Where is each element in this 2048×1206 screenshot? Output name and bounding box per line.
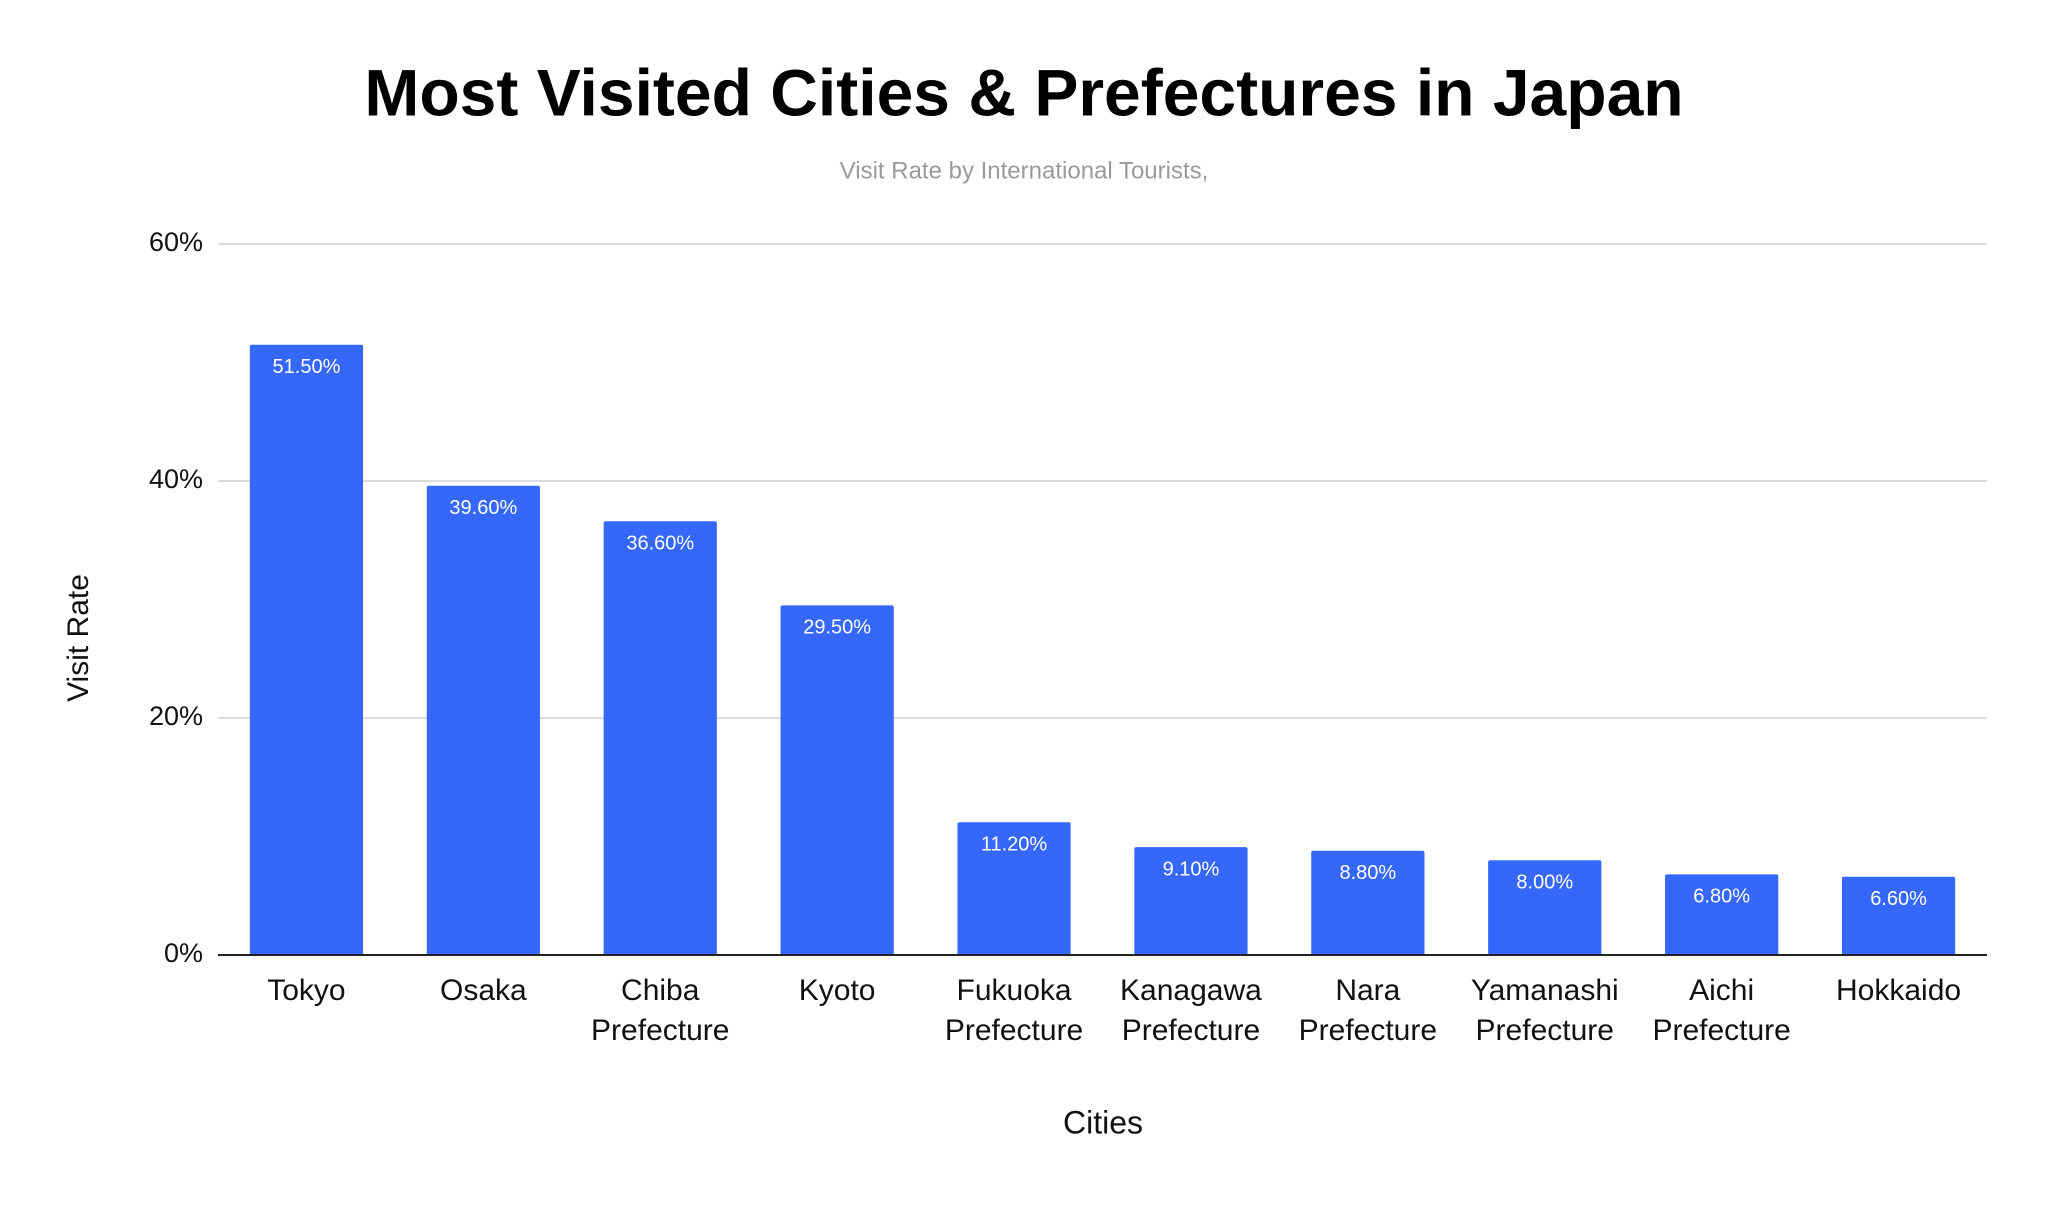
value-label: 8.80% xyxy=(1339,862,1396,884)
chart-subtitle: Visit Rate by International Tourists, xyxy=(840,157,1209,184)
value-label: 39.60% xyxy=(449,497,517,519)
chart-title: Most Visited Cities & Prefectures in Jap… xyxy=(364,55,1683,129)
bar xyxy=(780,605,894,955)
value-label: 11.20% xyxy=(981,834,1048,856)
bar xyxy=(249,344,364,956)
bar xyxy=(603,521,717,955)
bar xyxy=(1134,847,1248,955)
x-axis-title: Cities xyxy=(1063,1104,1143,1140)
y-tick-label: 40% xyxy=(149,464,203,494)
value-label: 36.60% xyxy=(626,533,694,555)
bar xyxy=(1311,850,1425,955)
value-label: 9.10% xyxy=(1163,858,1220,880)
bar xyxy=(957,822,1071,955)
x-tick-label: Fukuoka Prefecture xyxy=(944,974,1084,1047)
x-tick-label: Yamanashi Prefecture xyxy=(1470,974,1619,1047)
value-label: 51.50% xyxy=(273,356,341,378)
value-label: 6.80% xyxy=(1693,886,1750,908)
y-tick-label: 20% xyxy=(149,701,203,731)
bar xyxy=(1665,874,1779,955)
x-tick-label: Osaka xyxy=(439,974,527,1007)
x-tick-label: Aichi Prefecture xyxy=(1652,974,1791,1047)
x-tick-label: Tokyo xyxy=(267,974,346,1007)
x-tick-label: Hokkaido xyxy=(1836,974,1962,1007)
bar xyxy=(1488,860,1602,955)
value-label: 29.50% xyxy=(803,617,871,639)
value-label: 6.60% xyxy=(1870,888,1927,910)
x-tick-label: Kyoto xyxy=(798,974,876,1007)
bar xyxy=(426,485,540,955)
bar xyxy=(1841,876,1956,955)
y-tick-label: 60% xyxy=(149,227,203,257)
y-axis-title: Visit Rate xyxy=(62,574,95,702)
x-tick-label: Nara Prefecture xyxy=(1298,974,1438,1047)
value-label: 8.00% xyxy=(1516,871,1573,893)
x-tick-label: Chiba Prefecture xyxy=(591,974,730,1047)
y-tick-label: 0% xyxy=(164,938,203,968)
x-tick-label: Kanagawa Prefecture xyxy=(1120,974,1262,1047)
